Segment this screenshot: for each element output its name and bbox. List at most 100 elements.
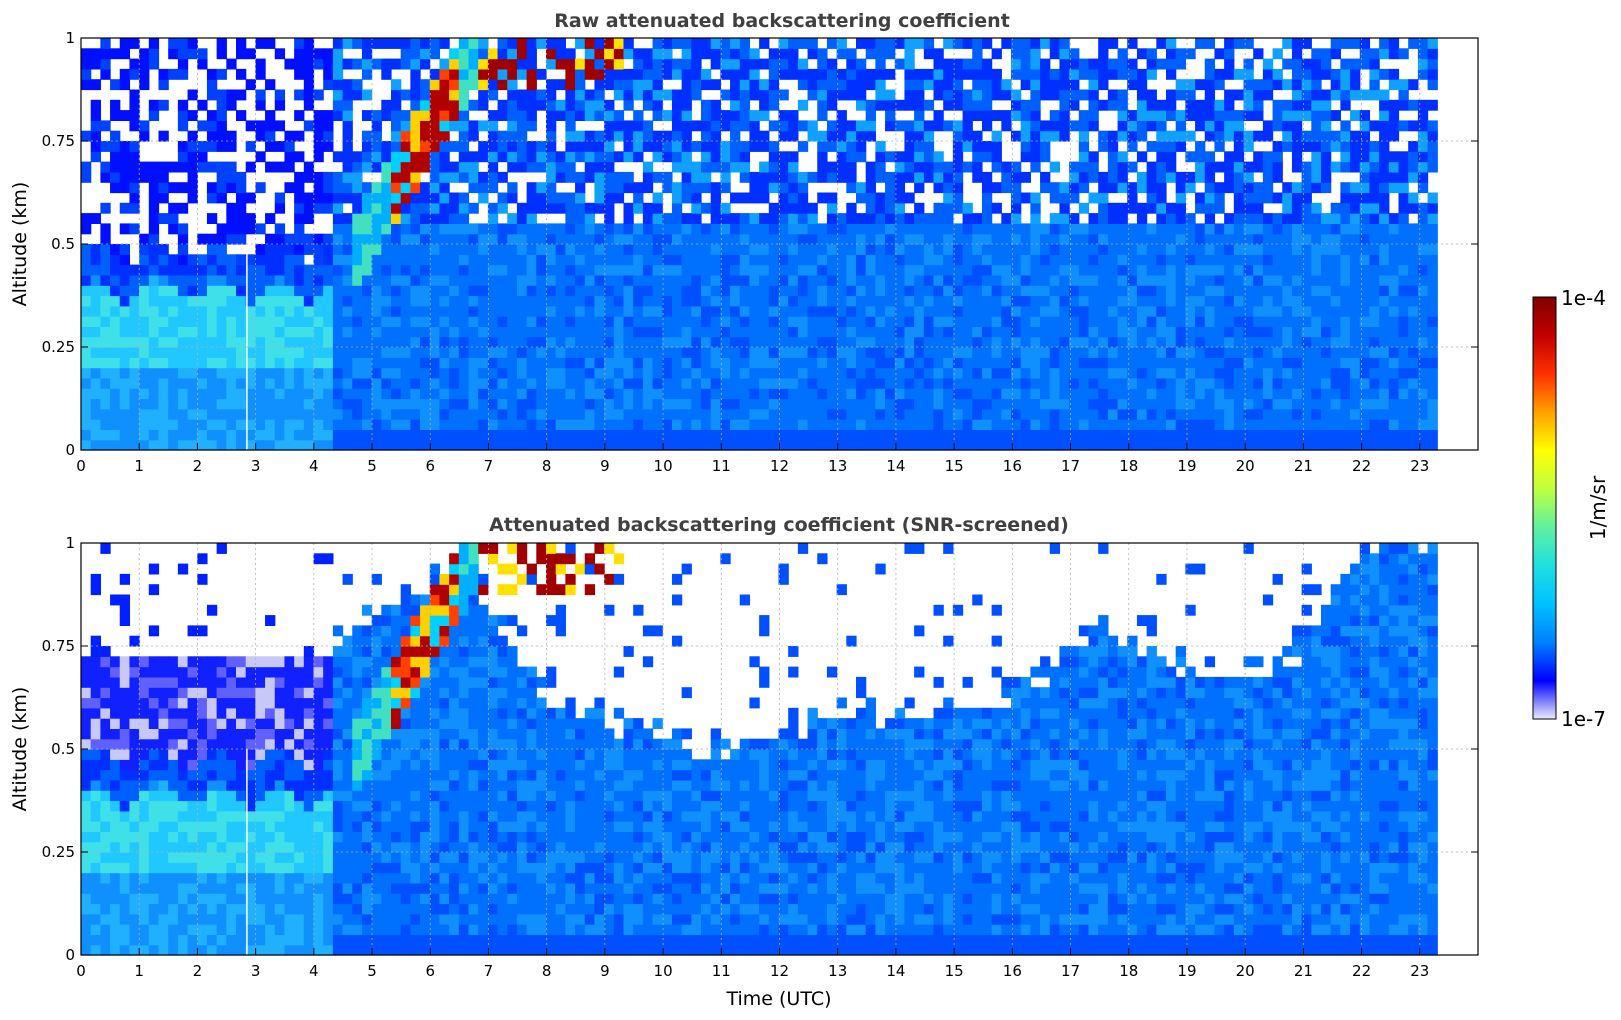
heatmap-cell — [1340, 233, 1351, 245]
heatmap-cell — [265, 120, 276, 132]
heatmap-cell — [1233, 202, 1245, 214]
heatmap-cell — [1136, 326, 1148, 338]
heatmap-cell — [1195, 254, 1206, 266]
heatmap-cell — [458, 388, 470, 400]
heatmap-cell — [710, 357, 721, 369]
x-tick-label: 13 — [828, 457, 847, 475]
heatmap-cell — [458, 223, 470, 235]
heatmap-cell — [110, 285, 121, 297]
heatmap-cell — [90, 58, 101, 70]
heatmap-cell — [1398, 408, 1409, 420]
heatmap-cell — [1398, 285, 1409, 297]
heatmap-cell — [720, 398, 731, 410]
heatmap-cell — [584, 295, 596, 307]
heatmap-cell — [565, 89, 576, 101]
heatmap-cell — [487, 295, 499, 307]
heatmap-cell — [710, 326, 721, 338]
heatmap-cell — [1069, 377, 1080, 389]
heatmap-cell — [1030, 357, 1041, 369]
heatmap-cell — [817, 429, 828, 441]
heatmap-cell — [943, 244, 954, 255]
heatmap-cell — [478, 151, 489, 163]
heatmap-cell — [720, 264, 731, 276]
heatmap-cell — [720, 68, 731, 80]
heatmap-cell — [1291, 326, 1303, 338]
heatmap-cell — [371, 110, 382, 121]
heatmap-cell — [110, 264, 121, 276]
heatmap-cell — [1117, 295, 1128, 307]
heatmap-cell — [148, 48, 160, 60]
heatmap-cell — [90, 305, 101, 317]
heatmap-cell — [575, 141, 586, 152]
heatmap-cell — [1417, 254, 1429, 266]
heatmap-cell — [255, 285, 266, 297]
heatmap-cell — [1098, 367, 1109, 379]
heatmap-cell — [952, 388, 964, 400]
heatmap-cell — [1369, 264, 1380, 276]
heatmap-cell — [1166, 141, 1177, 152]
heatmap-cell — [623, 316, 634, 327]
heatmap-cell — [1408, 295, 1419, 307]
heatmap-cell — [807, 264, 818, 276]
heatmap-cell — [352, 388, 363, 400]
heatmap-cell — [449, 377, 460, 389]
heatmap-cell — [361, 89, 373, 101]
heatmap-cell — [594, 336, 605, 348]
heatmap-cell — [429, 141, 441, 152]
heatmap-cell — [546, 367, 557, 379]
heatmap-cell — [1427, 79, 1438, 91]
heatmap-cell — [1321, 285, 1332, 297]
heatmap-cell — [187, 377, 198, 389]
heatmap-cell — [856, 99, 867, 111]
heatmap-cell — [1078, 398, 1090, 410]
heatmap-cell — [778, 336, 789, 348]
heatmap-cell — [332, 419, 344, 430]
heatmap-cell — [981, 429, 993, 441]
heatmap-cell — [1253, 305, 1264, 317]
heatmap-cell — [1020, 357, 1031, 369]
heatmap-cell — [168, 48, 179, 60]
heatmap-cell — [1311, 48, 1322, 60]
heatmap-cell — [575, 223, 586, 235]
heatmap-cell — [1330, 48, 1341, 60]
heatmap-cell — [168, 419, 179, 430]
heatmap-cell — [1098, 408, 1109, 420]
heatmap-cell — [555, 274, 566, 286]
heatmap-cell — [1146, 244, 1157, 255]
heatmap-cell — [458, 68, 470, 80]
heatmap-cell — [797, 233, 809, 245]
heatmap-cell — [536, 439, 547, 451]
heatmap-cell — [1291, 58, 1303, 70]
heatmap-cell — [429, 429, 441, 441]
heatmap-cell — [1020, 151, 1031, 163]
heatmap-cell — [768, 305, 780, 317]
heatmap-cell — [1001, 367, 1012, 379]
heatmap-cell — [1301, 408, 1312, 420]
heatmap-cell — [778, 326, 789, 338]
heatmap-cell — [148, 192, 160, 204]
heatmap-cell — [245, 367, 256, 379]
heatmap-cell — [1166, 316, 1177, 327]
heatmap-cell — [206, 213, 218, 224]
heatmap-cell — [846, 357, 857, 369]
heatmap-cell — [1350, 161, 1361, 173]
heatmap-cell — [323, 398, 334, 410]
heatmap-cell — [361, 388, 373, 400]
heatmap-cell — [1020, 316, 1031, 327]
heatmap-cell — [1214, 398, 1225, 410]
heatmap-cell — [972, 68, 983, 80]
heatmap-cell — [1078, 120, 1090, 132]
heatmap-cell — [1388, 398, 1400, 410]
heatmap-cell — [584, 110, 596, 121]
heatmap-cell — [187, 357, 198, 369]
heatmap-cell — [400, 58, 411, 70]
heatmap-cell — [565, 171, 576, 183]
heatmap-cell — [1282, 110, 1293, 121]
heatmap-cell — [1030, 89, 1041, 101]
heatmap-cell — [875, 171, 886, 183]
heatmap-cell — [1059, 182, 1070, 194]
heatmap-cell — [429, 326, 441, 338]
heatmap-cell — [923, 120, 935, 132]
heatmap-cell — [720, 161, 731, 173]
heatmap-cell — [943, 192, 954, 204]
